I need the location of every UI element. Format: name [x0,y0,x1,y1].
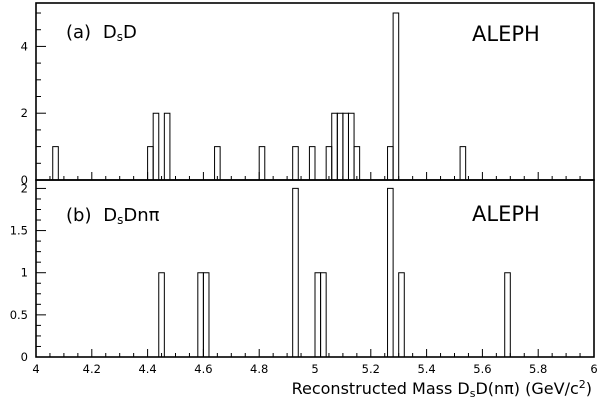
panel-a-bin [392,12,400,180]
x-tick-label: 4.4 [138,362,156,376]
x-tick-label: 5.6 [473,362,491,376]
x-tick-label: 4.6 [194,362,212,376]
panel-a-bin [342,112,349,180]
x-axis-title-sub: s [470,387,476,400]
panel-a: 0 2 4 (a) DsD ALEPH [21,2,595,187]
panel-b-y-tick-label: 2 [21,181,28,195]
panel-a-histogram [52,12,467,180]
panel-a-bin [459,146,467,180]
panel-a-channel-rest: D [123,22,137,43]
panel-b-bin [202,272,210,357]
x-tick-label: 5.2 [362,362,380,376]
panel-a-y-tick-label: 2 [21,106,28,120]
panel-a-y-tick-labels: 0 2 4 [21,39,28,187]
panel-b-y-tick-labels: 0 0.5 1 1.5 2 [10,181,28,364]
panel-a-bin [347,112,355,180]
panel-b-channel-rest: Dnπ [123,205,159,226]
panel-a-bin [152,112,160,180]
panel-b-bin [292,187,299,357]
panel-a-experiment: ALEPH [472,22,540,46]
panel-b-caption: (b) DsDnπ [66,205,160,227]
panel-b-bin [320,272,327,357]
panel-a-bin [336,112,344,180]
panel-a-caption: (a) DsD [66,22,137,44]
panel-a-bin [331,112,338,180]
panel-b-y-tick-label: 1.5 [10,224,28,238]
panel-b-channel-main: D [103,205,117,226]
x-tick-label: 4.8 [250,362,268,376]
x-tick-label: 5.4 [417,362,435,376]
panel-b-y-tick-label: 0.5 [10,308,28,322]
panel-b-y-tick-label: 1 [21,266,28,280]
panel-a-bin [214,146,221,180]
panel-b-bin [398,272,405,357]
x-tick-label: 6 [590,362,597,376]
panel-a-bin [147,146,154,180]
panel-a-bin [325,146,333,180]
panel-a-bin [308,146,316,180]
x-axis-title-mid: D(nπ) (GeV/c [475,379,578,398]
x-axis-title-sup: 2 [579,378,586,391]
panel-a-y-tick-label: 4 [21,39,28,53]
panel-b-experiment: ALEPH [472,202,540,226]
panel-b-y-tick-label: 0 [21,350,28,364]
x-tick-label: 4 [32,362,39,376]
x-tick-label: 5 [311,362,318,376]
panel-b-bin [387,187,394,357]
panel-a-label: (a) [66,22,91,43]
panel-a-channel-main: D [103,22,117,43]
panel-b-ticks [35,187,595,358]
panel-b-histogram [158,187,511,357]
x-axis-title: Reconstructed Mass DsD(nπ) (GeV/c2) [292,378,592,400]
panel-b-label: (b) [66,205,91,226]
panel-b: 0 0.5 1 1.5 2 4 4.2 4.4 4.6 4.8 5 5.2 5.4 5.6 5.8 6 (b… [10,179,598,376]
x-tick-labels: 4 4.2 4.4 4.6 4.8 5 5.2 5.4 5.6 5.8 6 [32,362,597,376]
panel-a-bin [292,146,299,180]
panel-a-bin [353,146,361,180]
panel-b-bin [197,272,204,357]
panel-b-bin [158,272,165,357]
panel-b-bin [314,272,322,357]
x-axis-title-post: ) [586,379,592,398]
panel-a-bin [163,112,171,180]
x-tick-label: 4.2 [83,362,101,376]
panel-a-y-tick-label: 0 [21,173,28,187]
x-tick-label: 5.8 [529,362,547,376]
panel-a-bin [258,146,266,180]
panel-b-channel-sub: s [117,213,123,227]
panel-a-bin [387,146,394,180]
panel-a-bin [52,146,59,180]
x-axis-title-pre: Reconstructed Mass D [292,379,470,398]
panel-b-bin [504,272,511,357]
panel-a-channel-sub: s [117,30,123,44]
